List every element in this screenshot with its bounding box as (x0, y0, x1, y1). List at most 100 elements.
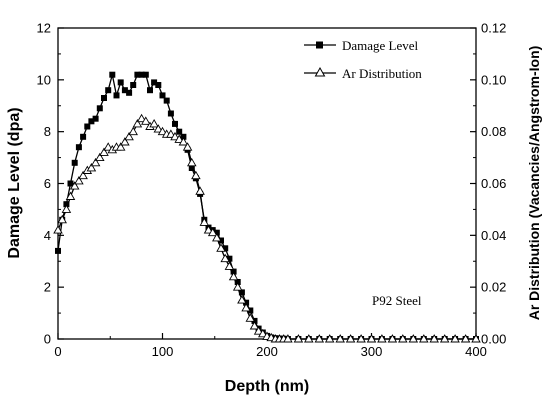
ar-distribution-point (141, 116, 151, 125)
ar-distribution-point (220, 253, 230, 263)
damage-level-point (188, 165, 195, 171)
y-left-tick-label: 2 (44, 280, 51, 295)
damage-level-point (213, 229, 220, 236)
y-axis-right-title: Ar Distribution (Vacancies/Angstrom-Ion) (526, 46, 542, 321)
damage-level-point (226, 255, 233, 262)
ar-distribution-point (387, 334, 398, 343)
ar-distribution-point (120, 137, 130, 146)
damage-level-point (138, 71, 145, 78)
ar-distribution-point (345, 334, 356, 343)
damage-level-point (55, 247, 61, 254)
ar-distribution-point (65, 191, 76, 200)
damage-level-point (142, 71, 149, 78)
damage-level-point (121, 87, 128, 94)
ar-distribution-point (153, 124, 164, 133)
ar-distribution-point (253, 326, 264, 335)
x-tick-label: 200 (256, 344, 278, 359)
ar-distribution-point (439, 334, 450, 343)
ar-distribution-point (99, 147, 109, 156)
ar-distribution-point (460, 334, 471, 343)
ar-distribution-point (408, 334, 419, 343)
ar-distribution-point (283, 334, 293, 343)
x-tick-label: 400 (465, 344, 487, 359)
x-tick-label: 100 (152, 344, 174, 359)
damage-level-point (163, 97, 170, 104)
ar-distribution-point (398, 334, 408, 343)
damage-level-point (238, 289, 245, 296)
ar-distribution-point (224, 261, 235, 270)
damage-level-point (75, 144, 82, 151)
damage-level-point (147, 87, 153, 94)
ar-distribution-point (166, 129, 176, 138)
ar-distribution-point (258, 328, 268, 338)
y-left-tick-label: 10 (37, 72, 51, 87)
ar-distribution-point (128, 126, 138, 136)
ar-distribution-point (199, 217, 210, 226)
ar-distribution-point (203, 225, 214, 234)
ar-distribution-point (228, 271, 239, 281)
ar-distribution-point (57, 214, 67, 224)
ar-distribution-point (124, 131, 134, 141)
legend: Damage Level Ar Distribution (304, 38, 422, 81)
ar-distribution-point (377, 334, 387, 343)
ar-distribution-point (174, 134, 184, 143)
y-right-tick-label: 0.06 (481, 176, 506, 191)
y-right-tick-label: 0.04 (481, 228, 506, 243)
ar-distribution-point (450, 334, 460, 343)
legend-damage-marker (316, 41, 323, 49)
y-left-tick-label: 4 (44, 228, 51, 243)
ar-distribution-point (178, 137, 189, 146)
ar-distribution-point (356, 334, 366, 343)
damage-level-point (176, 128, 183, 135)
damage-level-point (113, 92, 120, 99)
ar-distribution-point (170, 131, 180, 141)
ar-distribution-point (149, 118, 159, 128)
ar-distribution-point (132, 118, 143, 128)
y-axis-left: 0 2 4 6 8 10 12 (37, 21, 64, 347)
damage-level-point (126, 89, 133, 96)
ar-distribution-point (86, 162, 97, 172)
damage-level-point (151, 79, 158, 86)
ar-distribution-point (237, 295, 247, 304)
damage-level-point (80, 133, 87, 140)
series-layer (53, 71, 481, 343)
damage-level-point (101, 95, 107, 101)
y-axis-left-title: Damage Level (dpa) (6, 107, 23, 258)
damage-level-point (155, 82, 162, 88)
ar-distribution-point (304, 334, 314, 343)
damage-level-point (172, 120, 178, 127)
ar-distribution-point (78, 170, 88, 180)
ar-distribution-point (293, 334, 304, 343)
damage-level-point (117, 79, 124, 86)
ar-distribution-point (429, 334, 439, 343)
ar-distribution-point (249, 321, 260, 330)
ar-distribution-point (157, 126, 168, 136)
y-left-tick-label: 0 (44, 332, 51, 347)
x-tick-label: 0 (54, 344, 61, 359)
ar-distribution-point (90, 157, 101, 167)
damage-level-point (230, 268, 237, 275)
ar-distribution-point (314, 334, 325, 343)
ar-distribution-point (324, 334, 335, 343)
y-left-tick-label: 12 (37, 21, 51, 36)
ar-distribution-point (366, 334, 377, 343)
damage-level-point (71, 159, 78, 166)
damage-level-point (130, 82, 137, 88)
ar-distribution-point (216, 243, 226, 252)
ar-distribution-point (241, 302, 251, 312)
y-right-tick-label: 0.02 (481, 280, 506, 295)
legend-ar-marker (314, 66, 326, 77)
damage-level-point (105, 87, 112, 94)
damage-level-point (222, 245, 229, 252)
ar-distribution-point (69, 181, 80, 190)
damage-level-point (96, 105, 103, 112)
y-right-tick-label: 0.00 (481, 332, 506, 347)
damage-level-point (180, 133, 187, 140)
ar-distribution-point (471, 334, 481, 343)
ar-distribution-point (419, 334, 429, 343)
damage-level-point (109, 71, 116, 78)
ar-distribution-point (335, 334, 345, 343)
ar-distribution-point (207, 227, 218, 237)
material-annotation: P92 Steel (372, 293, 422, 308)
